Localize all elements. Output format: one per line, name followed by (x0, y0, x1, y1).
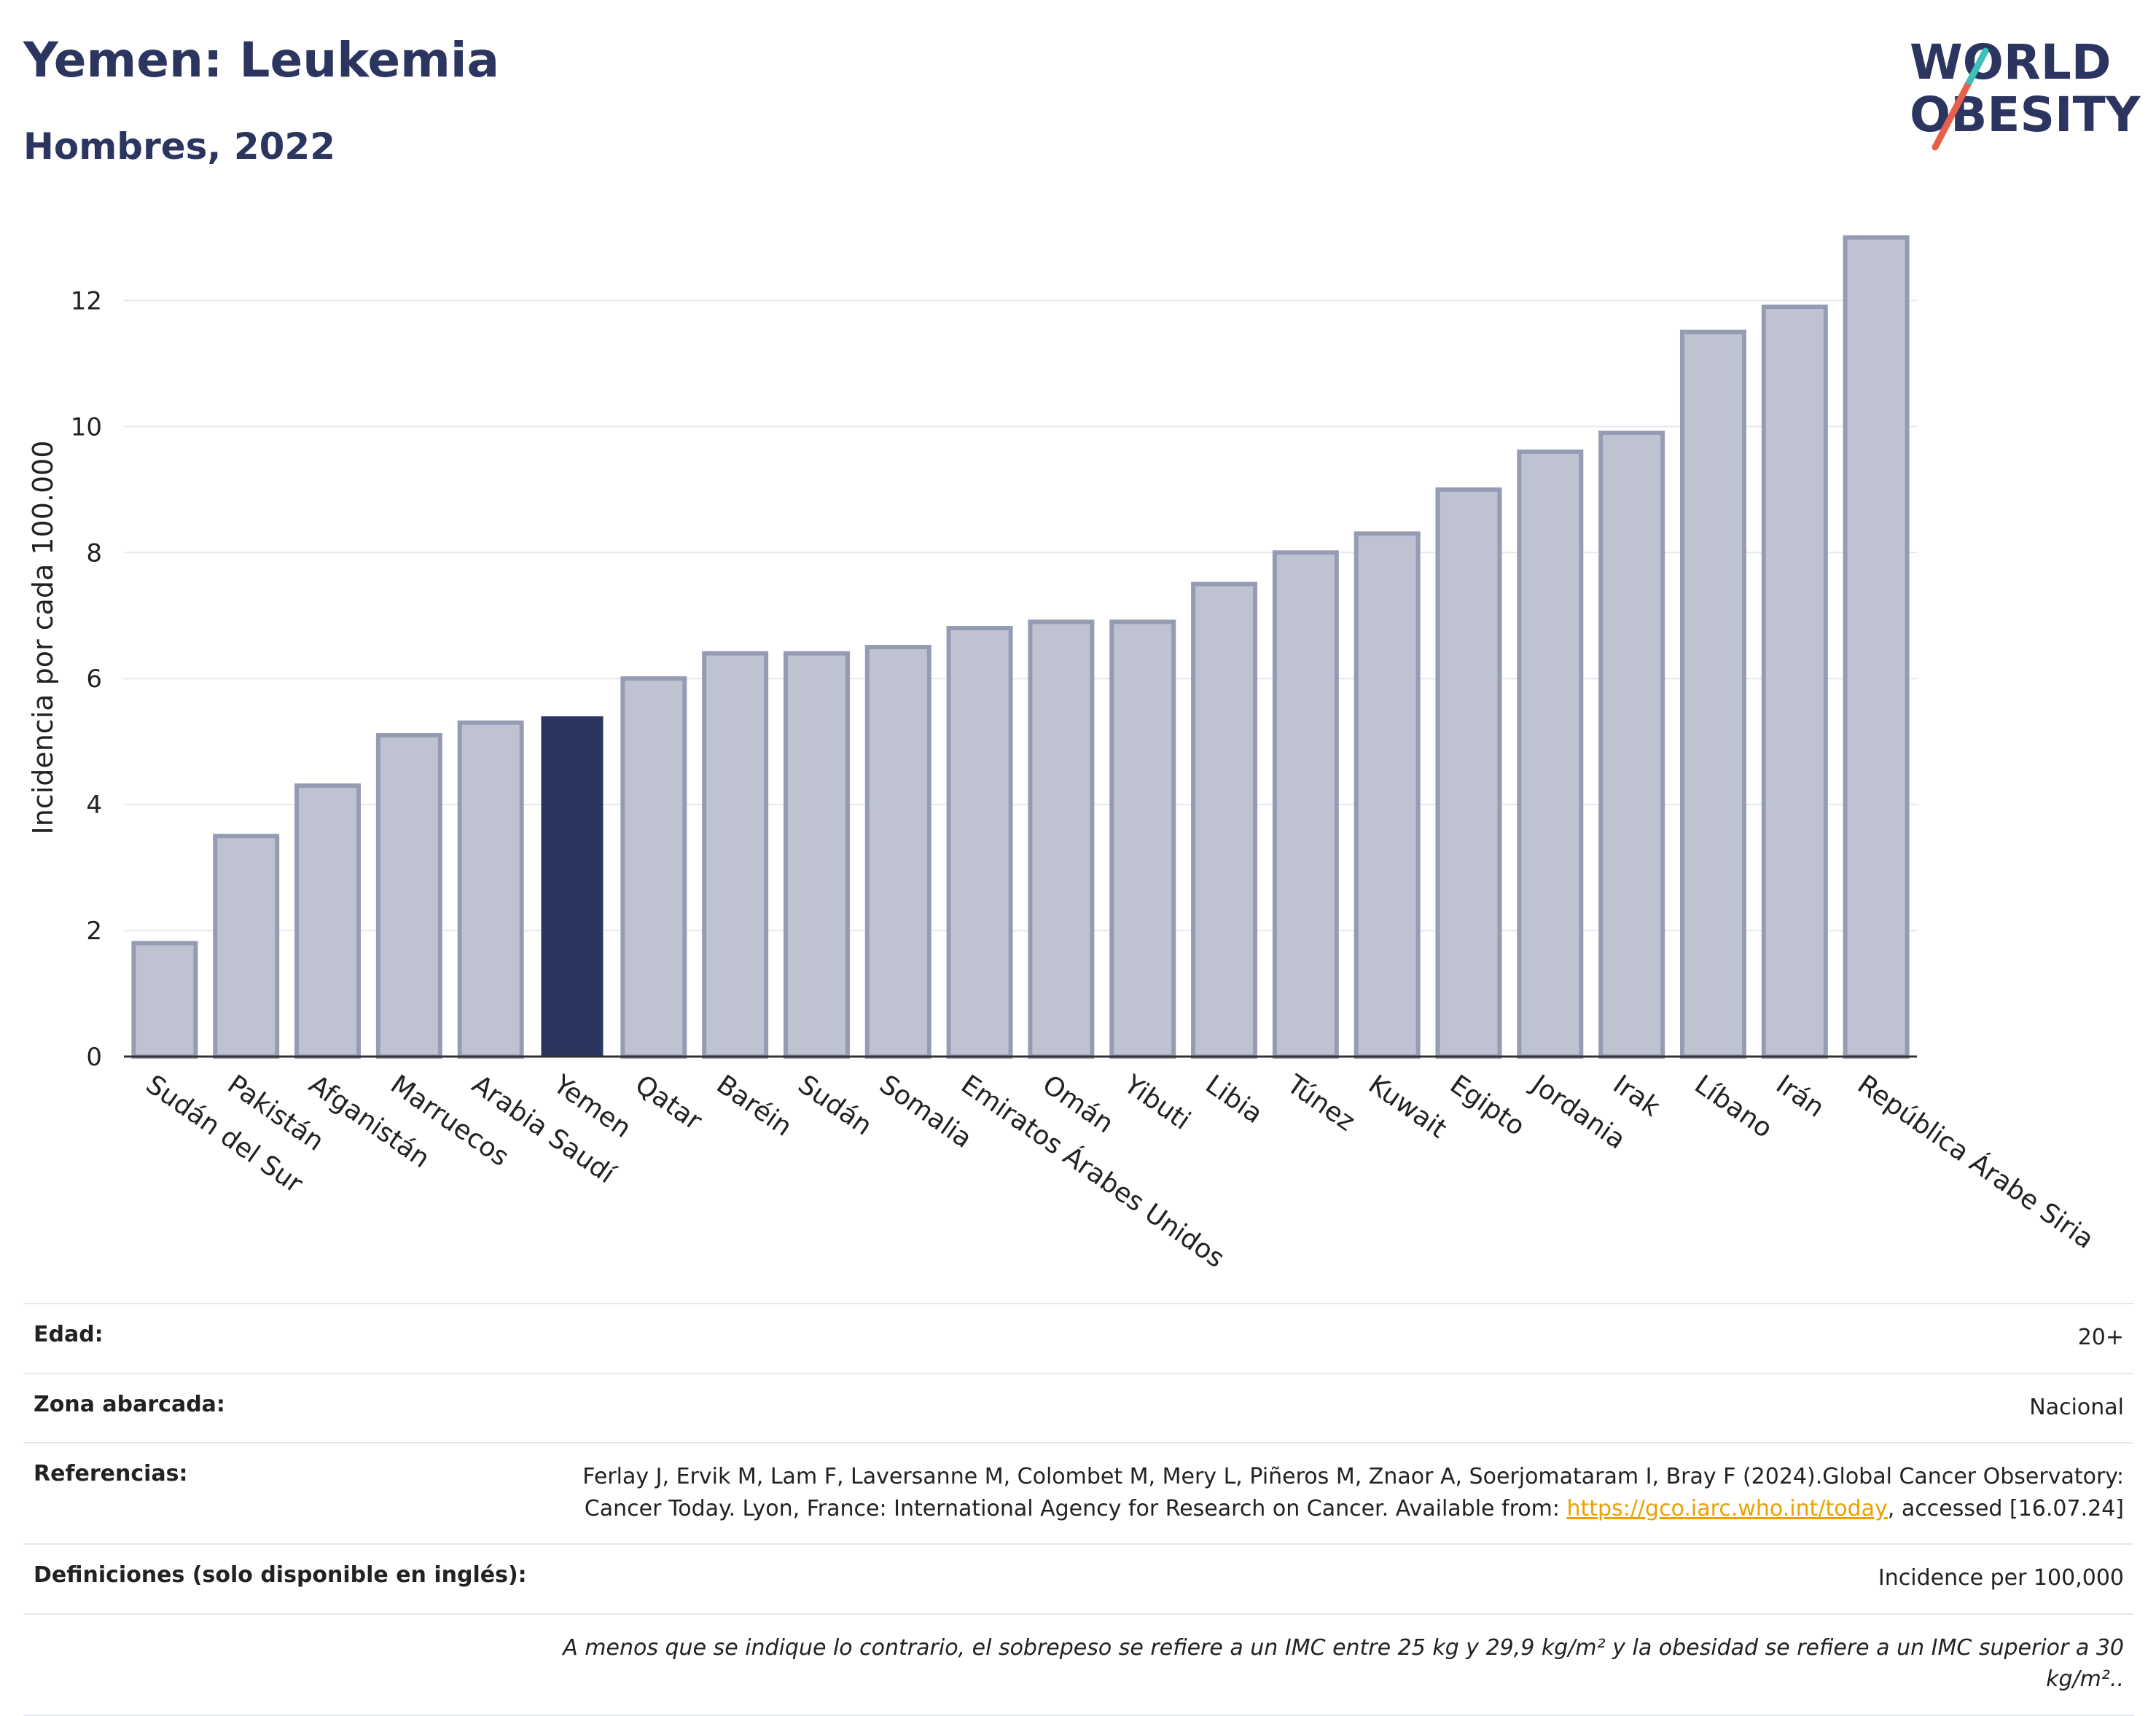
references-link[interactable]: https://gco.iarc.who.int/today (1566, 1495, 1888, 1521)
logo-line1: WORLD (1910, 34, 2112, 90)
x-tick-label: Irak (1607, 1070, 1665, 1123)
area-label: Zona abarcada: (34, 1391, 225, 1417)
bar (1028, 619, 1095, 1059)
bar (702, 651, 769, 1059)
references-text: Ferlay J, Ervik M, Lam F, Laversanne M, … (582, 1464, 2124, 1521)
bar (1109, 619, 1176, 1059)
references-accessed: , accessed [16.07.24] (1887, 1495, 2124, 1521)
bar (457, 720, 524, 1059)
bar (1272, 550, 1339, 1059)
bar (541, 716, 604, 1057)
bar (864, 644, 931, 1059)
y-tick-label: 4 (86, 791, 102, 820)
y-axis-label: Incidencia por cada 100.000 (27, 440, 59, 834)
x-tick-label: República Árabe Siria (1852, 1069, 2099, 1255)
bar (213, 834, 280, 1059)
bar (1679, 329, 1746, 1059)
bar-chart: 0 2 4 6 8 10 12 Incidencia por cada 100.000 Sudá… (27, 235, 2099, 1268)
area-value: Nacional (2029, 1394, 2124, 1420)
logo-slash-red (1932, 78, 1973, 151)
references-label: Referencias: (34, 1461, 188, 1486)
bar (1761, 305, 1828, 1059)
x-tick-label: Qatar (630, 1070, 708, 1137)
bar (1191, 581, 1258, 1059)
x-tick-label: Libia (1200, 1070, 1268, 1129)
age-value: 20+ (2077, 1325, 2124, 1350)
info-table: Edad: 20+ Zona abarcada: Nacional Refere… (23, 1303, 2134, 1716)
info-row-area: Zona abarcada: Nacional (23, 1372, 2134, 1443)
x-tick-label: Líbano (1689, 1070, 1778, 1144)
bar (375, 733, 442, 1059)
x-tick-label: Somalia (874, 1070, 977, 1154)
bar (1598, 430, 1665, 1059)
y-tick-label: 2 (86, 917, 102, 946)
x-tick-label: Sudán (792, 1070, 877, 1142)
x-tick-label: Arabia Saudí (466, 1070, 620, 1190)
info-row-note: A menos que se indique lo contrario, el … (23, 1613, 2134, 1716)
world-obesity-logo: WORLD OBESITY (1895, 22, 2143, 153)
definitions-value: Incidence per 100,000 (1878, 1565, 2124, 1591)
logo-slash-teal (1966, 47, 1989, 85)
bar (620, 676, 687, 1059)
y-tick-label: 12 (71, 286, 102, 316)
bar (1517, 449, 1584, 1059)
x-tick-label: Túnez (1281, 1069, 1360, 1137)
references-value: Ferlay J, Ervik M, Lam F, Laversanne M, … (550, 1461, 2124, 1524)
logo-line2: OBESITY (1910, 87, 2141, 143)
bar (1843, 235, 1910, 1059)
bar (1354, 531, 1421, 1059)
bar (131, 941, 198, 1059)
y-tick-label: 10 (71, 412, 102, 442)
x-tick-label: Egipto (1445, 1070, 1530, 1142)
info-row-age: Edad: 20+ (23, 1303, 2134, 1373)
logo-svg: WORLD OBESITY (1910, 34, 2141, 151)
age-label: Edad: (34, 1322, 103, 1347)
info-row-references: Referencias: Ferlay J, Ervik M, Lam F, L… (23, 1442, 2134, 1543)
x-tick-label: Irán (1770, 1070, 1829, 1124)
bar (1435, 487, 1502, 1059)
bar (946, 626, 1013, 1059)
page-subtitle: Hombres, 2022 (23, 125, 335, 168)
x-tick-label: Baréin (711, 1070, 797, 1143)
y-tick-label: 6 (86, 665, 102, 694)
y-tick-label: 0 (86, 1043, 102, 1072)
page-title: Yemen: Leukemia (23, 32, 500, 88)
x-tick-label: Kuwait (1363, 1070, 1452, 1145)
bar (783, 651, 850, 1059)
x-tick-label: Jordania (1525, 1069, 1630, 1156)
info-row-definitions: Definiciones (solo disponible en inglés)… (23, 1543, 2134, 1613)
y-tick-label: 8 (86, 538, 102, 568)
definitions-label: Definiciones (solo disponible en inglés)… (34, 1562, 527, 1588)
x-tick-label: Yibuti (1118, 1069, 1196, 1136)
bar (294, 783, 362, 1059)
footnote: A menos que se indique lo contrario, el … (563, 1634, 2124, 1693)
